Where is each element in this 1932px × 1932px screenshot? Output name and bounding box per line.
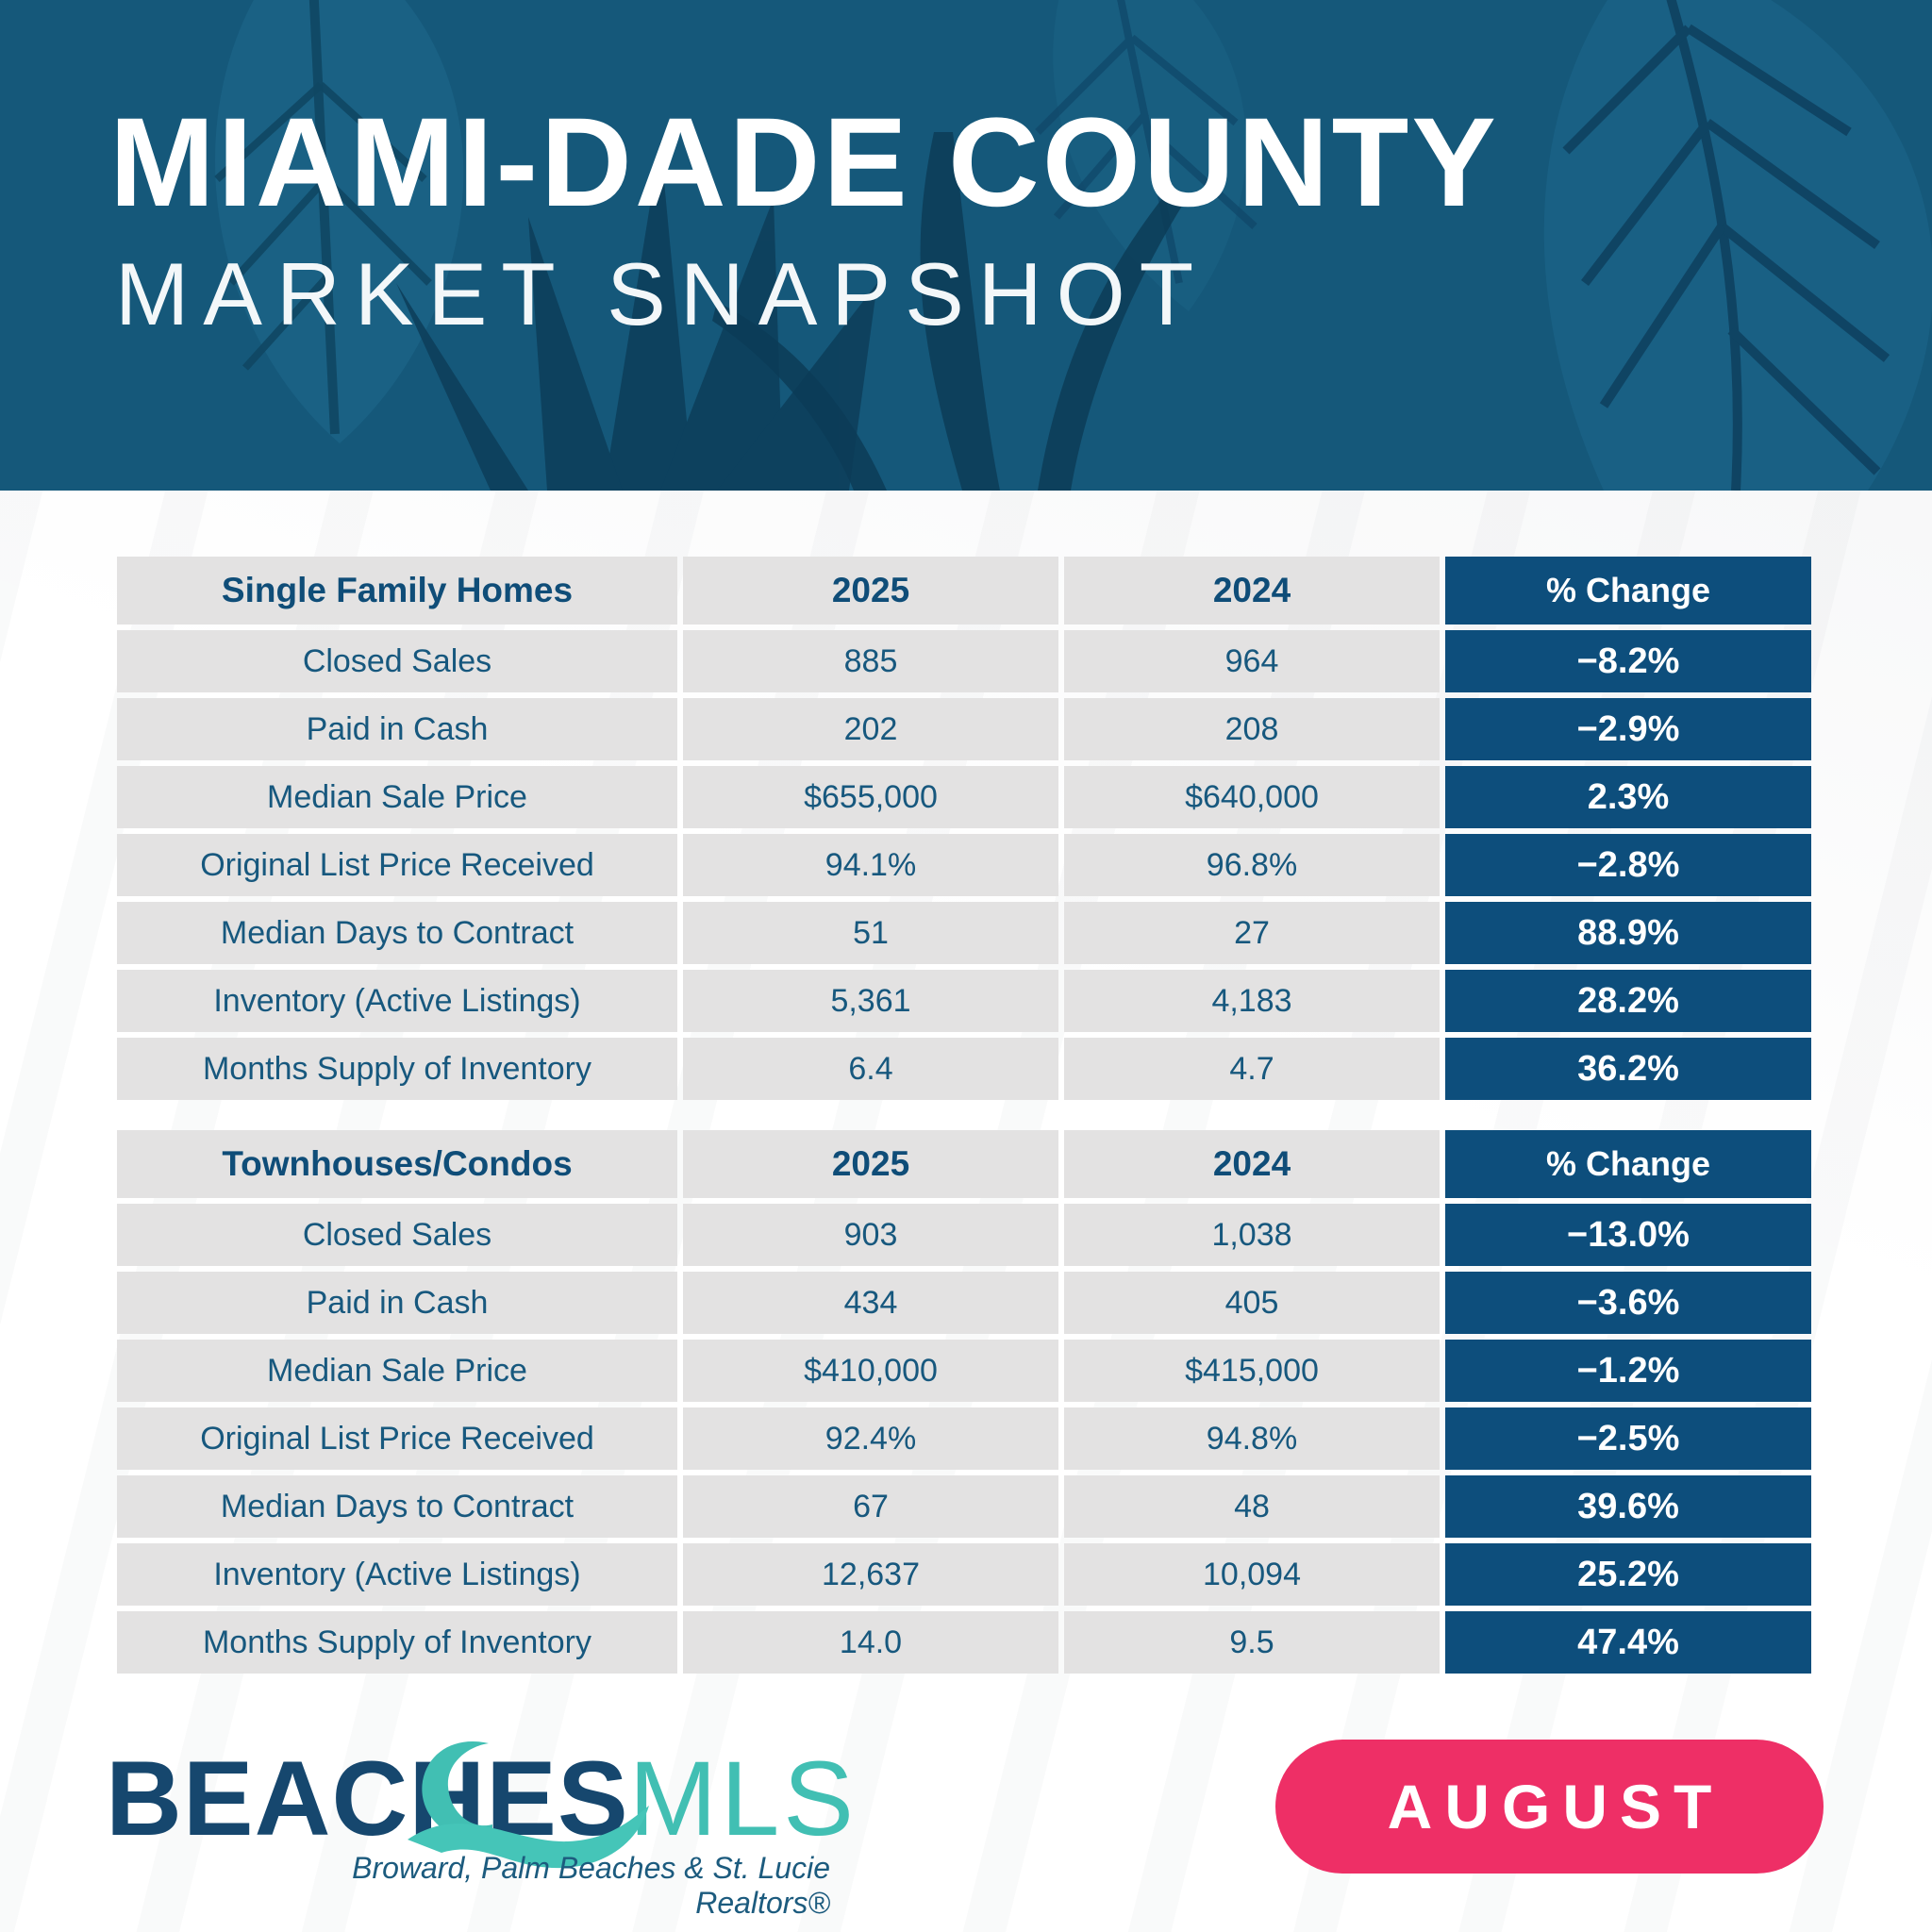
column-header-2025: 2025 [683,1130,1058,1198]
value-2024: $415,000 [1064,1340,1440,1402]
metric-label: Closed Sales [117,630,677,692]
value-2025: $655,000 [683,766,1058,828]
value-2025: 5,361 [683,970,1058,1032]
column-header-2024: 2024 [1064,1130,1440,1198]
beachesmls-logo: BEACHESMLS [106,1738,858,1859]
value-2024: 9.5 [1064,1611,1440,1674]
percent-change: −3.6% [1445,1272,1811,1334]
value-2025: 51 [683,902,1058,964]
column-header-2024: 2024 [1064,557,1440,625]
table-category-header: Single Family Homes [117,557,677,625]
value-2025: 6.4 [683,1038,1058,1100]
logo-text-bea: BEA [106,1740,332,1857]
metric-label: Original List Price Received [117,1407,677,1470]
value-2024: 964 [1064,630,1440,692]
percent-change: −13.0% [1445,1204,1811,1266]
metric-label: Paid in Cash [117,698,677,760]
single-family-homes-table: Single Family Homes 2025 2024 % Change C… [117,557,1811,1100]
value-2025: 434 [683,1272,1058,1334]
value-2025: 903 [683,1204,1058,1266]
month-badge-label: AUGUST [1387,1772,1724,1841]
metric-label: Months Supply of Inventory [117,1038,677,1100]
value-2024: 48 [1064,1475,1440,1538]
percent-change: −2.9% [1445,698,1811,760]
metric-label: Months Supply of Inventory [117,1611,677,1674]
value-2025: 12,637 [683,1543,1058,1606]
value-2024: 1,038 [1064,1204,1440,1266]
column-header-change: % Change [1445,1130,1811,1198]
percent-change: 47.4% [1445,1611,1811,1674]
value-2024: 96.8% [1064,834,1440,896]
table-category-header: Townhouses/Condos [117,1130,677,1198]
logo-text-hes: HES [408,1740,629,1857]
page-title: MIAMI-DADE COUNTY [109,92,1499,233]
percent-change: 36.2% [1445,1038,1811,1100]
column-header-change: % Change [1445,557,1811,625]
logo-tagline: Broward, Palm Beaches & St. Lucie Realto… [352,1851,830,1920]
column-header-2025: 2025 [683,557,1058,625]
percent-change: −2.8% [1445,834,1811,896]
value-2025: 92.4% [683,1407,1058,1470]
value-2024: 4.7 [1064,1038,1440,1100]
tropical-leaves-decoration [0,0,1932,491]
header-banner: MIAMI-DADE COUNTY MARKET SNAPSHOT [0,0,1932,491]
metric-label: Paid in Cash [117,1272,677,1334]
page-subtitle: MARKET SNAPSHOT [115,244,1208,343]
month-badge: AUGUST [1275,1740,1824,1874]
value-2024: $640,000 [1064,766,1440,828]
percent-change: 39.6% [1445,1475,1811,1538]
value-2025: 14.0 [683,1611,1058,1674]
percent-change: 2.3% [1445,766,1811,828]
percent-change: 28.2% [1445,970,1811,1032]
value-2024: 10,094 [1064,1543,1440,1606]
percent-change: 88.9% [1445,902,1811,964]
value-2025: 202 [683,698,1058,760]
metric-label: Median Sale Price [117,766,677,828]
percent-change: −2.5% [1445,1407,1811,1470]
logo-text-mls: MLS [628,1740,858,1857]
metric-label: Original List Price Received [117,834,677,896]
value-2025: $410,000 [683,1340,1058,1402]
metric-label: Inventory (Active Listings) [117,970,677,1032]
value-2025: 885 [683,630,1058,692]
metric-label: Median Sale Price [117,1340,677,1402]
metric-label: Inventory (Active Listings) [117,1543,677,1606]
percent-change: 25.2% [1445,1543,1811,1606]
value-2024: 4,183 [1064,970,1440,1032]
value-2024: 208 [1064,698,1440,760]
metric-label: Median Days to Contract [117,1475,677,1538]
value-2024: 94.8% [1064,1407,1440,1470]
logo-text-c: C [331,1740,409,1857]
townhouses-condos-table: Townhouses/Condos 2025 2024 % Change Clo… [117,1130,1811,1674]
percent-change: −1.2% [1445,1340,1811,1402]
value-2024: 405 [1064,1272,1440,1334]
metric-label: Closed Sales [117,1204,677,1266]
value-2025: 94.1% [683,834,1058,896]
value-2024: 27 [1064,902,1440,964]
percent-change: −8.2% [1445,630,1811,692]
value-2025: 67 [683,1475,1058,1538]
metric-label: Median Days to Contract [117,902,677,964]
